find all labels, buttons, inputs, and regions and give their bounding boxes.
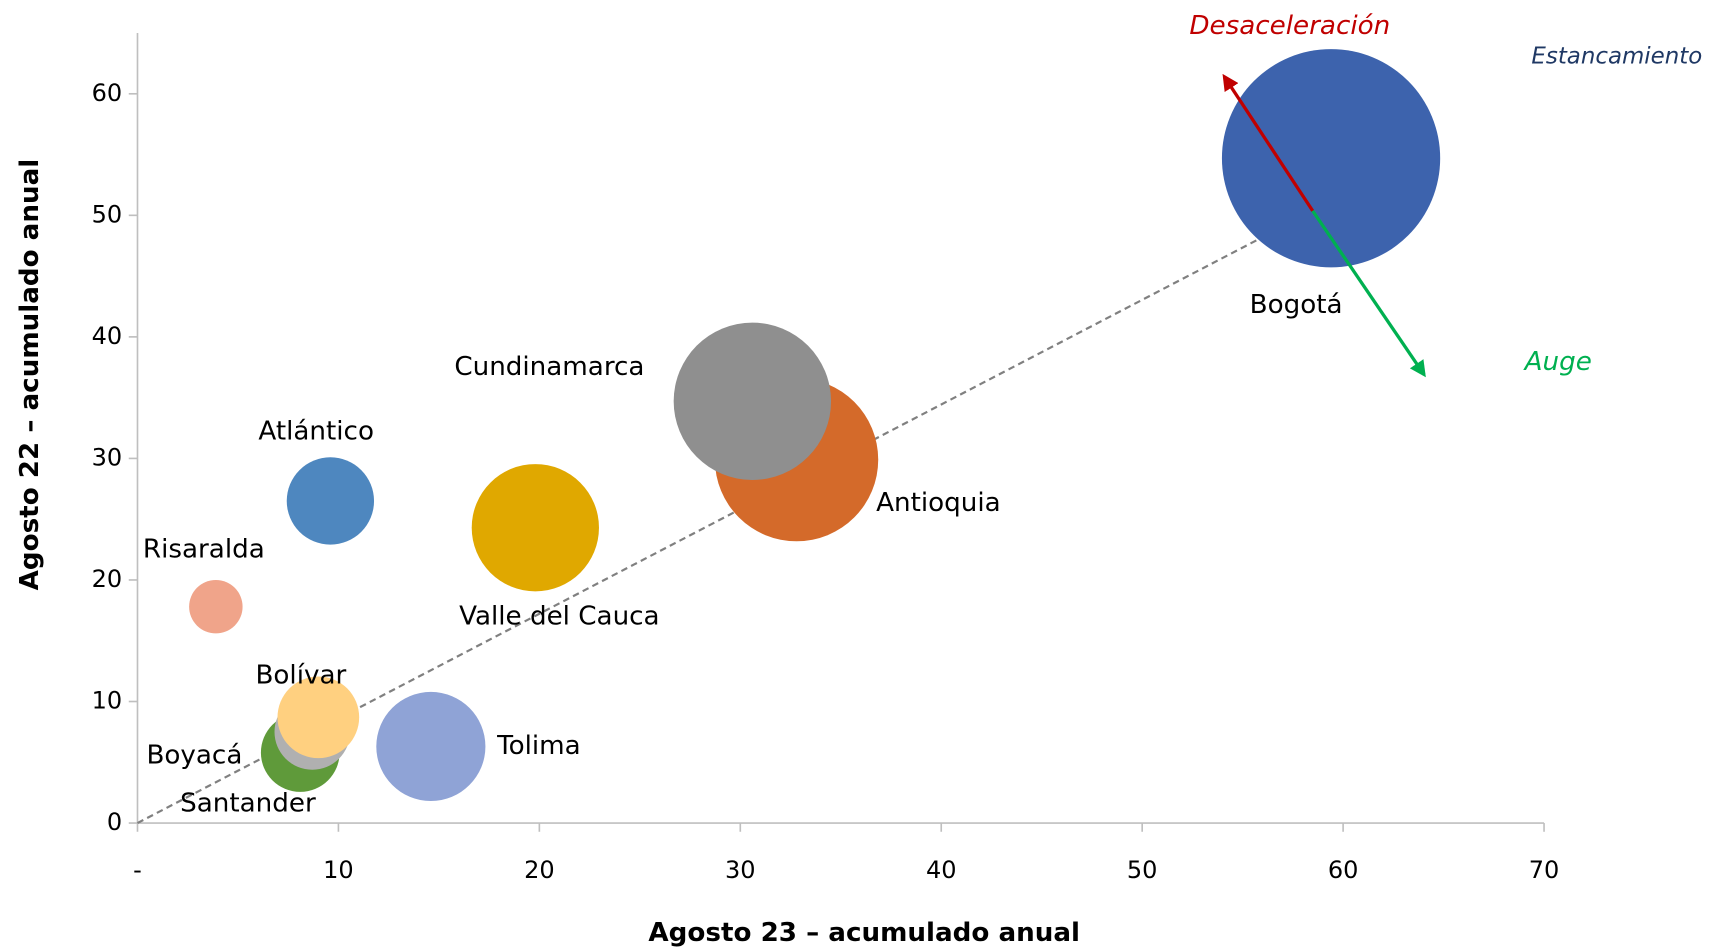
bubble-label: Risaralda	[143, 534, 265, 564]
bubble-label: Bolívar	[255, 660, 346, 690]
x-tick-label: 60	[1328, 856, 1359, 884]
x-axis-title: Agosto 23 – acumulado anual	[648, 918, 1080, 948]
arrow	[1311, 209, 1426, 378]
bubble	[277, 676, 360, 759]
x-tick-label: 10	[323, 856, 354, 884]
bubble	[189, 579, 243, 634]
x-tick-label: 40	[926, 856, 957, 884]
y-tick-label: 60	[92, 79, 123, 107]
y-axis-title: Agosto 22 – acumulado anual	[15, 159, 45, 591]
bubble-label: Bogotá	[1250, 290, 1343, 320]
y-tick-label: 50	[92, 200, 123, 228]
bubble-label: Tolima	[496, 731, 581, 761]
bubble	[286, 457, 375, 545]
bubble	[376, 691, 486, 802]
y-tick-label: 30	[92, 443, 123, 471]
bubble-label: Santander	[180, 788, 316, 818]
y-tick-label: 20	[92, 565, 123, 593]
x-tick-label: -	[133, 856, 142, 884]
y-tick-label: 0	[107, 808, 122, 836]
x-tick-label: 50	[1127, 856, 1158, 884]
bubble	[673, 322, 832, 480]
y-tick-label: 10	[92, 687, 123, 715]
bubble-label: Atlántico	[258, 417, 374, 447]
annotation: Desaceleración	[1189, 11, 1390, 41]
arrow	[1222, 73, 1315, 212]
x-tick-label: 30	[725, 856, 756, 884]
bubble-label: Valle del Cauca	[459, 602, 660, 632]
x-tick-label: 70	[1529, 856, 1560, 884]
annotation: Auge	[1523, 347, 1592, 377]
y-tick-label: 40	[92, 322, 123, 350]
bubble-label: Antioquia	[876, 488, 1001, 518]
bubble-label: Cundinamarca	[454, 352, 644, 382]
bubble-label: Boyacá	[146, 740, 242, 770]
bubble	[1221, 49, 1441, 268]
x-tick-label: 20	[524, 856, 555, 884]
annotation: Estancamiento	[1531, 44, 1702, 70]
bubble	[471, 464, 599, 592]
